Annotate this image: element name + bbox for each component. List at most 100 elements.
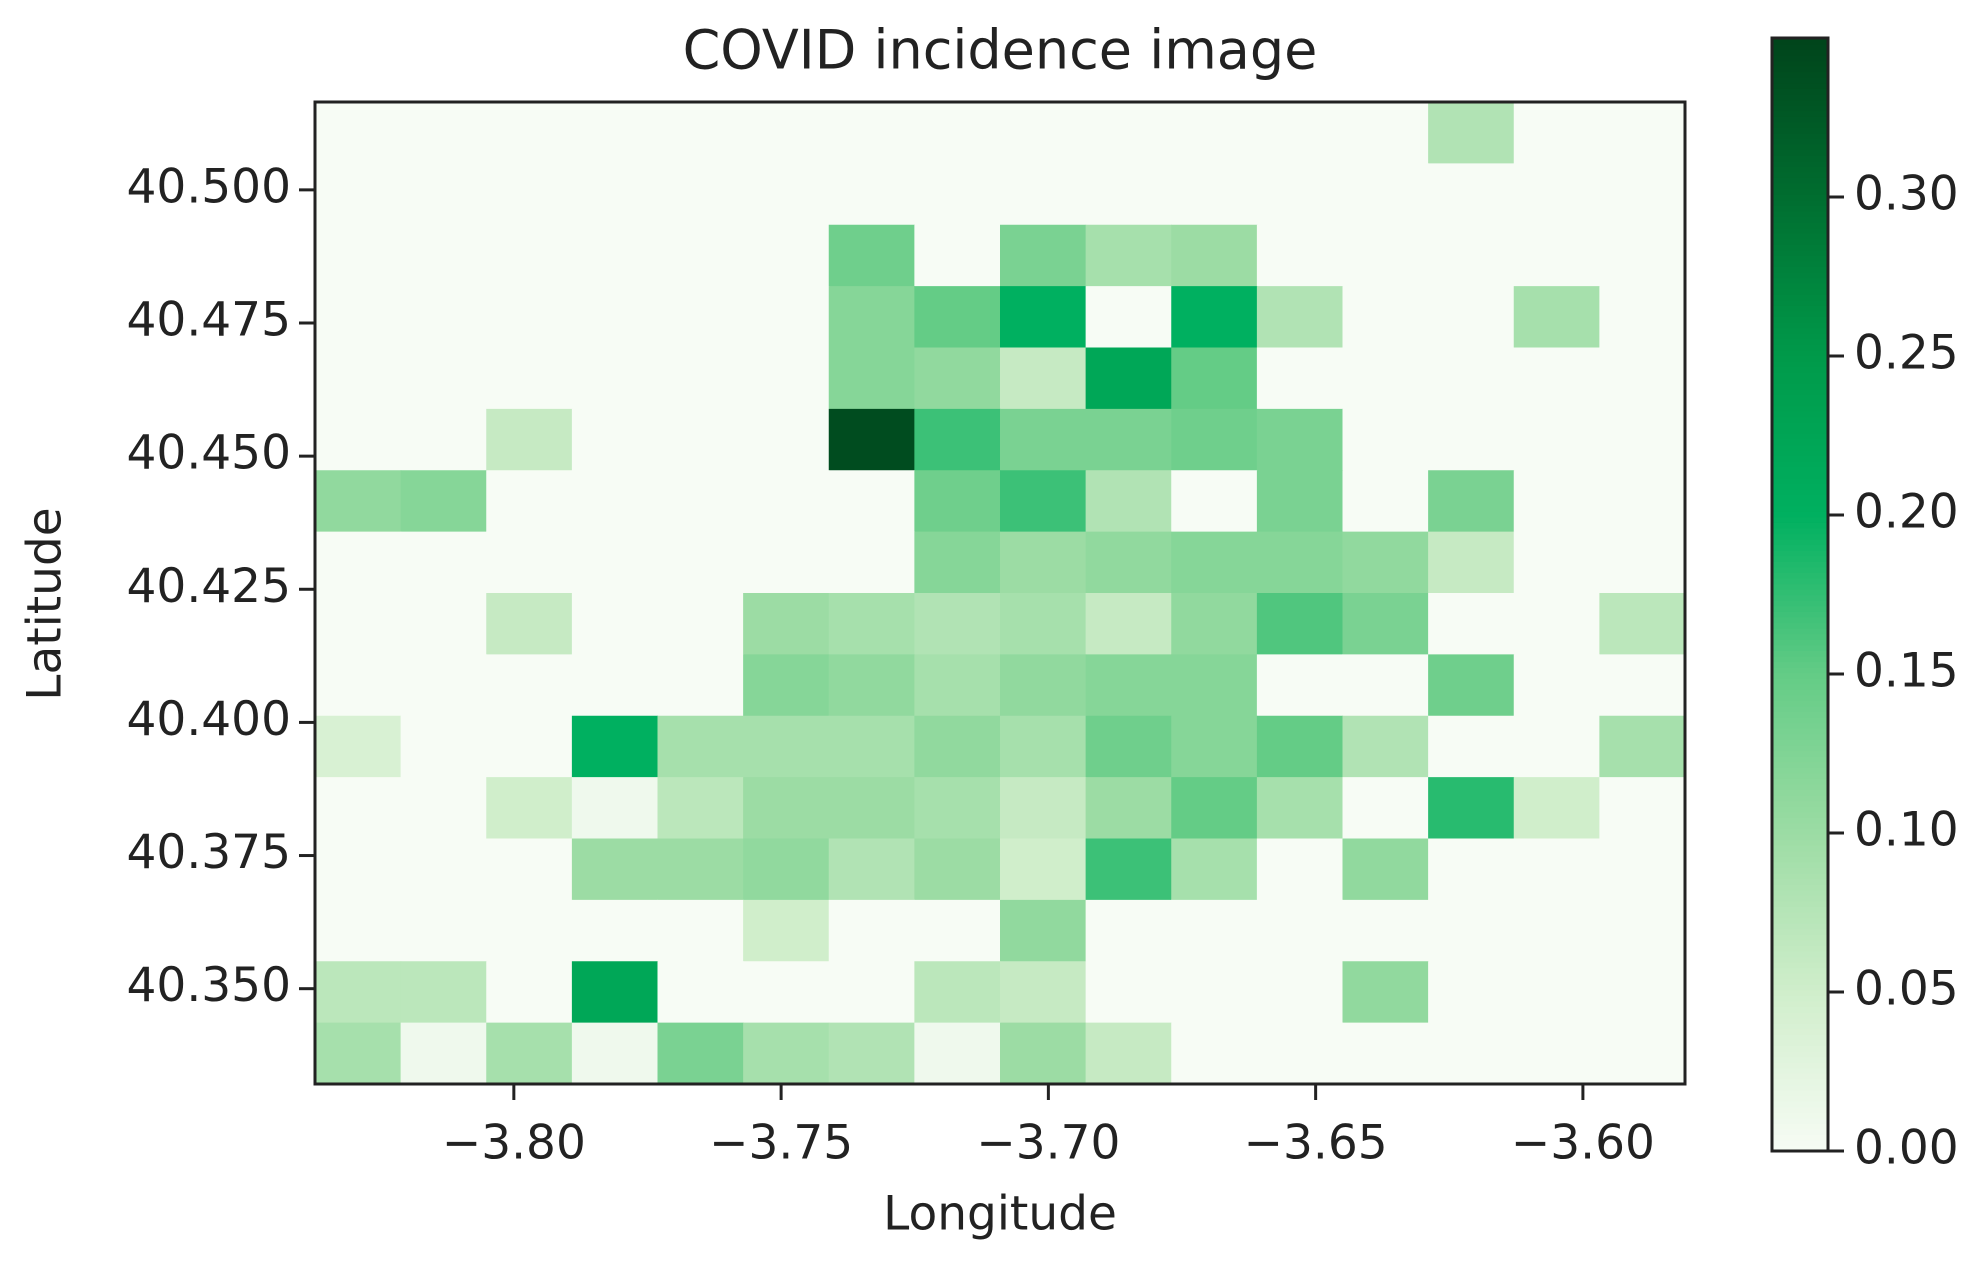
heatmap-cell [400, 715, 487, 778]
heatmap-cell [657, 102, 744, 164]
colorbar-strip [1772, 232, 1828, 240]
heatmap-cell [1171, 838, 1258, 901]
heatmap-cell [400, 163, 487, 226]
colorbar-strip [1772, 700, 1828, 707]
heatmap-cell [1256, 470, 1344, 533]
heatmap-cell [743, 531, 830, 594]
colorbar-tick-label: 0.15 [1854, 644, 1959, 699]
heatmap-cell [1085, 593, 1172, 655]
colorbar-strip [1772, 794, 1828, 802]
heatmap-cell [400, 593, 487, 655]
heatmap-cell [743, 961, 830, 1024]
colorbar-strip [1772, 750, 1828, 757]
heatmap-cell [315, 593, 402, 655]
colorbar-strip [1772, 828, 1828, 835]
colorbar-strip [1772, 332, 1828, 340]
heatmap-cell [1085, 470, 1172, 533]
heatmap-cell [1000, 286, 1087, 349]
colorbar-strip [1772, 344, 1828, 351]
colorbar-strip [1772, 477, 1828, 484]
colorbar-strip [1772, 789, 1828, 796]
colorbar-strip [1772, 104, 1828, 112]
heatmap-cell [828, 163, 915, 226]
colorbar-strip [1772, 299, 1828, 306]
colorbar-strip [1772, 1061, 1828, 1069]
colorbar-strip [1772, 1145, 1828, 1152]
heatmap-cell [1171, 163, 1258, 226]
heatmap-cell [1428, 347, 1515, 410]
heatmap-cell [1085, 899, 1172, 962]
heatmap-cell [315, 838, 402, 901]
heatmap-cell [1342, 102, 1429, 164]
colorbar-strip [1772, 1139, 1828, 1147]
heatmap-cell [571, 777, 659, 840]
heatmap-cell [1085, 1022, 1172, 1085]
colorbar-strip [1772, 900, 1828, 907]
heatmap-cell [828, 593, 915, 655]
heatmap-cell [1256, 224, 1344, 287]
heatmap-cell [657, 470, 744, 533]
colorbar-strip [1772, 1089, 1828, 1097]
heatmap-cell [1513, 531, 1600, 594]
heatmap-cell [1256, 777, 1344, 840]
colorbar-strip [1772, 305, 1828, 312]
colorbar-strip [1772, 577, 1828, 585]
colorbar-strip [1772, 238, 1828, 245]
colorbar-strip [1772, 561, 1828, 568]
heatmap-cell [1428, 961, 1515, 1024]
colorbar-strip [1772, 121, 1828, 128]
colorbar-strip [1772, 110, 1828, 117]
colorbar-strip [1772, 917, 1828, 924]
heatmap-cell [1342, 715, 1429, 778]
heatmap-cell [828, 654, 915, 717]
colorbar-strip [1772, 744, 1828, 752]
heatmap-cell [828, 715, 915, 778]
colorbar-strip [1772, 199, 1828, 206]
heatmap-cell [914, 715, 1001, 778]
heatmap-cell [1513, 102, 1600, 164]
y-tick-label: 40.450 [127, 426, 291, 481]
colorbar-strip [1772, 878, 1828, 885]
heatmap-cell [914, 899, 1001, 962]
heatmap-cell [1000, 777, 1087, 840]
heatmap-cell [315, 102, 402, 164]
heatmap-cell [657, 654, 744, 717]
heatmap-cell [1599, 593, 1686, 655]
heatmap-cell [571, 408, 659, 471]
colorbar-strip [1772, 1034, 1828, 1041]
colorbar-strip [1772, 683, 1828, 690]
heatmap-cell [1256, 715, 1344, 778]
heatmap-cell [315, 286, 402, 349]
colorbar-strip [1772, 277, 1828, 284]
x-tick-label: −3.70 [976, 1116, 1120, 1171]
colorbar-strip [1772, 182, 1828, 190]
colorbar-strip [1772, 154, 1828, 162]
colorbar-strip [1772, 260, 1828, 267]
colorbar-strip [1772, 449, 1828, 457]
colorbar-strip [1772, 1073, 1828, 1080]
colorbar-strip [1772, 549, 1828, 557]
colorbar-strip [1772, 733, 1828, 740]
heatmap-cell [400, 408, 487, 471]
heatmap-cell [1599, 1022, 1686, 1085]
heatmap-cell [1342, 286, 1429, 349]
colorbar-strip [1772, 945, 1828, 952]
heatmap-cell [1256, 961, 1344, 1024]
colorbar-strip [1772, 939, 1828, 946]
colorbar-strip [1772, 856, 1828, 863]
colorbar-strip [1772, 466, 1828, 473]
colorbar-strip [1772, 143, 1828, 151]
heatmap-cell [1000, 408, 1087, 471]
colorbar-strip [1772, 716, 1828, 724]
heatmap-cell [1599, 470, 1686, 533]
colorbar-strip [1772, 650, 1828, 657]
colorbar-strip [1772, 516, 1828, 523]
heatmap-cell [1085, 163, 1172, 226]
colorbar-strip [1772, 883, 1828, 891]
x-tick-label: −3.60 [1511, 1116, 1655, 1171]
heatmap-cell [914, 286, 1001, 349]
colorbar-strip [1772, 728, 1828, 735]
heatmap-cell [657, 224, 744, 287]
heatmap-cell [571, 593, 659, 655]
